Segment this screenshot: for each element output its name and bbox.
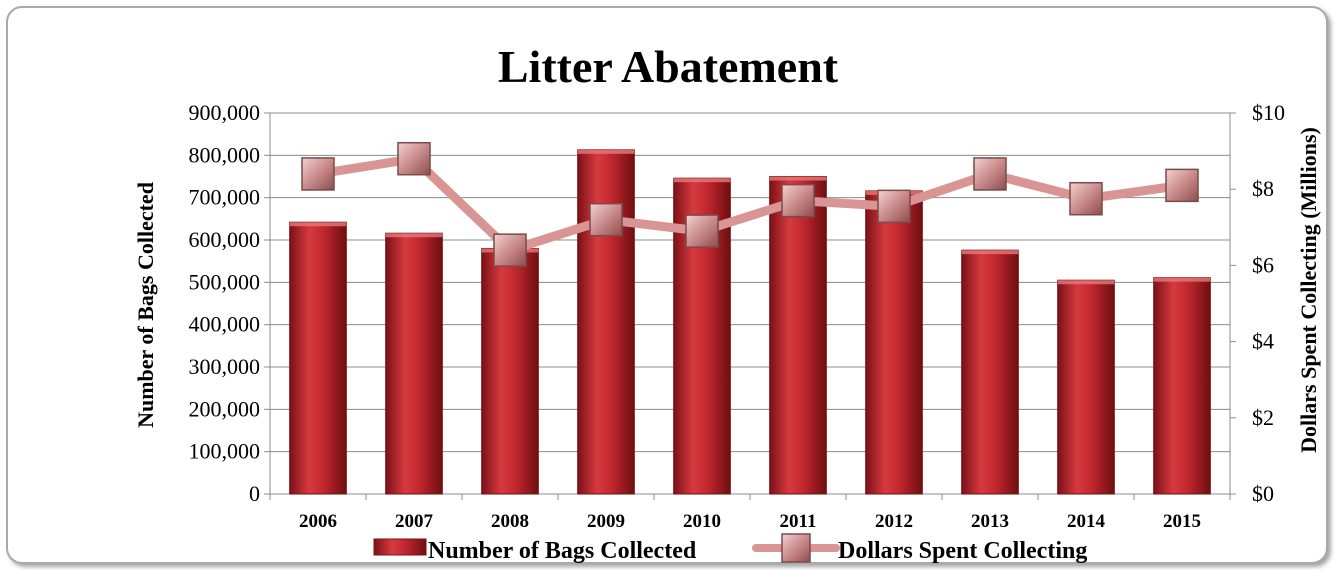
- legend-swatch-bags: [373, 538, 427, 556]
- y2-tick-label: $8: [1252, 176, 1274, 201]
- line-series: [301, 141, 1199, 267]
- line-point: [301, 157, 335, 191]
- y-tick-label: 500,000: [189, 269, 261, 294]
- bar-series: [289, 149, 1211, 495]
- line-point: [1165, 168, 1199, 203]
- bar: [865, 190, 923, 495]
- y-tick-label: 800,000: [189, 142, 261, 167]
- series-line: [313, 154, 1187, 255]
- chart-title: Litter Abatement: [498, 41, 839, 92]
- line-point: [397, 141, 431, 176]
- legend-label-dollars: Dollars Spent Collecting: [838, 538, 1087, 564]
- bar-top-highlight: [673, 178, 731, 183]
- legend: Number of Bags Collected Dollars Spent C…: [373, 533, 1087, 564]
- bar: [385, 232, 443, 495]
- y-tick-label: 400,000: [189, 312, 261, 337]
- x-tick-label: 2015: [1163, 511, 1201, 532]
- bar-top-highlight: [1153, 277, 1211, 282]
- line-point: [685, 214, 719, 248]
- bar: [961, 249, 1019, 495]
- y2-tick-label: $2: [1252, 405, 1274, 430]
- y2-axis-ticks: $0 $2 $4 $6 $8 $10: [1230, 100, 1285, 506]
- x-axis-ticks: 2006 2007 2008 2009 2010 2011 2012 2013 2014 2015: [269, 494, 1231, 532]
- x-tick-label: 2013: [971, 511, 1009, 532]
- y-axis-ticks: 0 100,000 200,000 300,000 400,000 500,000 600,…: [189, 100, 270, 506]
- y-tick-label: 600,000: [189, 227, 261, 252]
- bar: [1057, 279, 1115, 495]
- line-point: [589, 202, 623, 237]
- bar: [577, 149, 635, 495]
- bar-top-highlight: [1057, 280, 1115, 285]
- x-tick-label: 2007: [395, 511, 434, 532]
- x-tick-label: 2010: [683, 511, 721, 532]
- line-point: [973, 157, 1007, 191]
- bar-top-highlight: [289, 222, 347, 227]
- legend-marker-dollars: [781, 533, 811, 563]
- line-point: [781, 183, 815, 218]
- x-tick-label: 2014: [1067, 511, 1106, 532]
- bar-top-highlight: [769, 176, 827, 181]
- y2-tick-label: $10: [1252, 100, 1285, 125]
- bar-top-highlight: [577, 149, 635, 154]
- y-axis-title: Number of Bags Collected: [133, 182, 158, 428]
- bar-top-highlight: [961, 250, 1019, 255]
- y2-tick-label: $4: [1252, 329, 1274, 354]
- bar: [481, 247, 539, 495]
- y-tick-label: 0: [249, 481, 260, 506]
- line-point: [1069, 181, 1103, 216]
- x-tick-label: 2006: [299, 511, 337, 532]
- line-point: [493, 233, 527, 267]
- y2-tick-label: $6: [1252, 252, 1274, 277]
- bar: [289, 221, 347, 495]
- x-tick-label: 2012: [875, 511, 913, 532]
- bar: [769, 176, 827, 495]
- y-tick-label: 900,000: [189, 100, 261, 125]
- line-point: [877, 189, 911, 224]
- x-tick-label: 2011: [780, 511, 817, 532]
- bar-top-highlight: [385, 233, 443, 238]
- y-tick-label: 100,000: [189, 439, 261, 464]
- y-tick-label: 200,000: [189, 396, 261, 421]
- y2-tick-label: $0: [1252, 481, 1274, 506]
- bar: [1153, 277, 1211, 495]
- x-tick-label: 2009: [587, 511, 625, 532]
- x-tick-label: 2008: [491, 511, 529, 532]
- y2-axis-title: Dollars Spent Collecting (Millions): [1296, 127, 1321, 453]
- y-tick-label: 300,000: [189, 354, 261, 379]
- y-tick-label: 700,000: [189, 185, 261, 210]
- legend-label-bags: Number of Bags Collected: [428, 538, 697, 564]
